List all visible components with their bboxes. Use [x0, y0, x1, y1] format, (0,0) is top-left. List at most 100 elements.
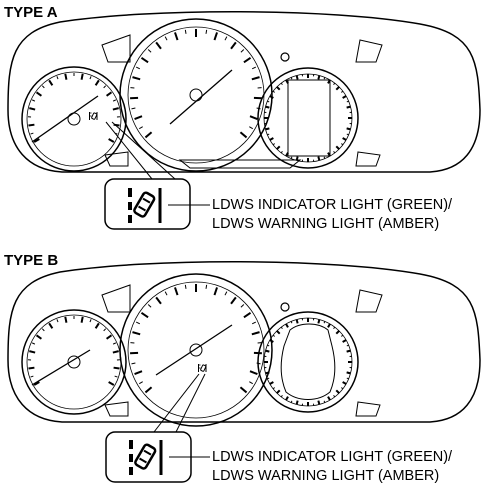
gauge-tick [335, 145, 340, 150]
gauge-tick [323, 156, 326, 159]
gauge-tick [135, 66, 141, 70]
gauge-tick [213, 32, 218, 41]
gauge-tick [134, 115, 143, 121]
gauge-tick [346, 100, 349, 103]
gauge-tick [295, 319, 299, 324]
gauge-tick [346, 133, 349, 136]
gauge-tick [341, 143, 344, 146]
gauge-tick [269, 381, 274, 385]
gauge-tick [342, 339, 347, 343]
gauge-tick [290, 77, 293, 80]
gauge-tick [280, 326, 283, 329]
gauge-tick [342, 381, 347, 385]
gauge-tick [103, 85, 107, 89]
gauge-tick [333, 395, 336, 398]
gauge-tick [265, 105, 270, 109]
gauge-tick [346, 344, 349, 347]
left-gauge [21, 66, 127, 172]
gauge-tick [33, 381, 40, 386]
gauge-tick [249, 115, 258, 121]
gauge-tick [106, 91, 113, 97]
gauge-tick [164, 36, 168, 41]
cluster-housing [7, 11, 481, 173]
gauge-tick [280, 151, 283, 154]
gauge-tick [265, 127, 270, 131]
center-gauge-needle [155, 324, 233, 376]
gauge-tick [184, 29, 187, 34]
callout-leader-a1 [105, 121, 153, 180]
gauge-tick [267, 100, 270, 103]
center-gauge [119, 18, 273, 172]
gauge-tick [295, 156, 299, 161]
left-gauge [21, 309, 127, 415]
gauge-tick [35, 334, 42, 340]
gauge-tick [94, 322, 100, 329]
gauge-tick [333, 326, 336, 329]
gauge-tick [346, 349, 351, 353]
gauge-tick [272, 143, 275, 146]
gauge-tick [276, 330, 281, 335]
gauge-tick [103, 328, 107, 332]
type-b-section: TYPE B [4, 252, 481, 484]
gauge-tick [346, 127, 351, 131]
left-gauge-needle [31, 95, 99, 143]
center-gauge [119, 273, 273, 427]
gauge-tick [267, 377, 270, 380]
gauge-tick [240, 304, 245, 308]
gauge-tick [31, 99, 36, 102]
gauge-tick [132, 76, 141, 81]
gauge-tick [323, 77, 326, 80]
type-b-cluster [7, 261, 481, 427]
gauge-tick [144, 131, 153, 139]
gauge-tick [106, 334, 113, 340]
gauge-tick [213, 287, 218, 296]
gauge-tick [323, 321, 326, 324]
gauge-tick [269, 95, 274, 99]
gauge-tick [265, 371, 270, 375]
gauge-tick [205, 284, 208, 289]
gauge-tick [251, 76, 260, 81]
gauge-tick [243, 311, 252, 319]
gauge-tick [33, 138, 40, 143]
gauge-tick [140, 311, 149, 319]
type-a-section: TYPE A [4, 4, 481, 232]
gauge-tick [155, 41, 162, 50]
gauge-tick [280, 395, 283, 398]
gauge-tick [295, 75, 299, 80]
gauge-tick [346, 105, 351, 109]
gauge-tick [285, 396, 289, 401]
gauge-ticks [130, 284, 262, 394]
gauge-ticks [28, 73, 120, 143]
gauge-tick [48, 79, 54, 86]
gauge-ticks [28, 316, 120, 386]
callout-a-line1: LDWS INDICATOR LIGHT (GREEN)/ [212, 197, 453, 213]
gauge-tick [240, 49, 245, 53]
gauge-ticks [130, 29, 262, 139]
gauge-tick [239, 131, 248, 139]
gauge-tick [89, 319, 92, 323]
gauge-tick [269, 137, 274, 141]
gauge-tick [333, 151, 336, 154]
right-display [257, 67, 359, 169]
gauge-tick [29, 350, 36, 354]
gauge-tick [267, 133, 270, 136]
gauge-tick [131, 107, 136, 110]
gauge-tick [239, 386, 248, 394]
gauge-tick [251, 321, 257, 325]
gauge-tick [29, 107, 36, 111]
gauge-tick [147, 49, 152, 53]
gauge-tick [80, 73, 84, 80]
gauge-tick [333, 82, 336, 85]
gauge-tick [224, 36, 228, 41]
gauge-tick [290, 156, 293, 159]
cluster-housing [7, 261, 481, 423]
gauge-tick [108, 138, 115, 143]
gauge-tick [30, 132, 34, 135]
gauge-tick [285, 323, 289, 328]
gauge-tick [31, 342, 36, 345]
gauge-tick [290, 321, 293, 324]
gauge-tick [346, 371, 351, 375]
gauge-tick [317, 75, 321, 80]
gauge-tick [265, 349, 270, 353]
